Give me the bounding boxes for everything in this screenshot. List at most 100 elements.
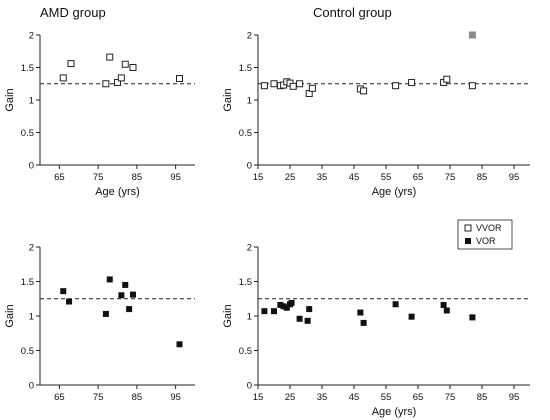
- chart-3-point-10: [357, 309, 364, 316]
- chart-1-point-13: [408, 78, 416, 86]
- amd-vor-panel: 0 0.5 1 1.5 2 65 75 85 95 Gain: [4, 243, 195, 403]
- legend-vor-marker: [465, 238, 471, 244]
- chart-3-x-tick-label-5: 65: [413, 392, 424, 403]
- chart-3-point-15: [443, 307, 450, 314]
- chart-1-point-6: [289, 82, 297, 90]
- chart-1-point-9: [308, 84, 316, 92]
- chart-2-point-2: [102, 310, 109, 317]
- chart-0-y-axis-label: Gain: [4, 88, 16, 111]
- chart-1-y-tick-label-0: 0: [247, 161, 252, 172]
- chart-2-point-1: [66, 298, 73, 305]
- chart-3-point-0: [261, 308, 268, 315]
- control-vvor-panel: 0 0.5 1 1.5 2 15 25 35 45 55 65 75 85 95 Gain Age (yrs): [222, 31, 530, 198]
- chart-2-point-3: [106, 276, 113, 283]
- chart-0-x-tick-label-3: 95: [170, 172, 181, 183]
- chart-2-y-tick-label-2: 1: [29, 312, 34, 323]
- chart-0-point-8: [176, 75, 183, 83]
- chart-1-x-tick-label-7: 85: [477, 172, 488, 183]
- chart-1-point-12: [392, 82, 400, 90]
- chart-2-point-0: [60, 288, 67, 295]
- chart-3-y-tick-label-3: 1.5: [239, 277, 252, 288]
- chart-2-x-tick-label-2: 85: [132, 392, 143, 403]
- chart-0-point-2: [102, 80, 110, 88]
- chart-1-y-tick-label-4: 2: [247, 31, 252, 42]
- chart-3-point-4: [283, 304, 290, 311]
- chart-3-x-tick-label-1: 25: [285, 392, 296, 403]
- chart-2-x-tick-label-0: 65: [54, 392, 65, 403]
- chart-1-point-1: [270, 80, 278, 88]
- chart-1-x-tick-label-0: 15: [253, 172, 264, 183]
- amd-group-title: AMD group: [40, 5, 106, 20]
- chart-0-point-1: [67, 60, 75, 68]
- chart-1-point-11: [360, 87, 368, 95]
- legend-vor-label: VOR: [476, 236, 496, 246]
- chart-1-point-0: [260, 82, 268, 90]
- chart-3-point-16: [469, 314, 476, 321]
- chart-3-x-axis-label: Age (yrs): [372, 406, 417, 418]
- chart-3-point-2: [277, 301, 284, 308]
- chart-3-point-11: [360, 319, 367, 326]
- chart-1-x-tick-label-3: 45: [349, 172, 360, 183]
- chart-0-y-tick-label-4: 2: [29, 31, 34, 42]
- control-vor-panel: 0 0.5 1 1.5 2 15 25 35 45 55 65 75 85 95 Gain Age (yrs): [222, 243, 530, 418]
- chart-0-point-5: [117, 74, 125, 82]
- chart-1-x-tick-label-5: 65: [413, 172, 424, 183]
- chart-2-y-tick-label-1: 0.5: [21, 346, 34, 357]
- legend-vvor-label: VVOR: [476, 223, 502, 233]
- chart-2-point-8: [176, 341, 183, 348]
- legend-vvor-marker: [464, 224, 472, 232]
- chart-1-y-tick-label-3: 1.5: [239, 63, 252, 74]
- chart-0-point-4: [114, 78, 121, 86]
- chart-3-point-13: [408, 313, 415, 320]
- chart-1-x-tick-label-8: 95: [509, 172, 520, 183]
- chart-1-x-axis-label: Age (yrs): [372, 186, 417, 198]
- chart-3-point-14: [440, 301, 447, 308]
- chart-3-y-axis-label: Gain: [222, 304, 234, 327]
- chart-3-x-tick-label-0: 15: [253, 392, 264, 403]
- chart-3-x-tick-label-6: 75: [445, 392, 456, 403]
- chart-1-point-16: [468, 82, 476, 90]
- chart-1-y-tick-label-2: 1: [247, 96, 252, 107]
- chart-3-point-1: [271, 308, 277, 315]
- chart-3-point-12: [392, 301, 399, 308]
- chart-0-point-3: [106, 53, 114, 61]
- chart-3-point-7: [296, 315, 303, 322]
- chart-1-x-tick-label-4: 55: [381, 172, 392, 183]
- chart-1-x-tick-label-1: 25: [285, 172, 296, 183]
- chart-2-x-tick-label-3: 95: [170, 392, 181, 403]
- chart-2-y-axis-label: Gain: [4, 304, 16, 327]
- chart-2-point-5: [122, 281, 129, 288]
- chart-0-y-tick-label-3: 1.5: [21, 63, 34, 74]
- chart-2-point-4: [118, 292, 125, 299]
- chart-0-y-tick-label-1: 0.5: [21, 128, 34, 139]
- chart-3-point-6: [288, 299, 295, 306]
- chart-2-y-tick-label-4: 2: [29, 243, 34, 254]
- chart-0-point-6: [121, 60, 129, 68]
- chart-1-x-tick-label-6: 75: [445, 172, 456, 183]
- chart-0-point-0: [59, 74, 67, 82]
- chart-3-x-tick-label-4: 55: [381, 392, 392, 403]
- chart-1-y-axis-label: Gain: [222, 88, 234, 111]
- chart-2-point-7: [130, 291, 136, 298]
- control-group-title: Control group: [313, 5, 392, 20]
- chart-3-y-tick-label-2: 1: [247, 312, 252, 323]
- chart-3-point-3: [280, 303, 287, 310]
- chart-0-x-tick-label-0: 65: [54, 172, 65, 183]
- chart-3-y-tick-label-1: 0.5: [239, 346, 252, 357]
- chart-3-x-tick-label-8: 95: [509, 392, 520, 403]
- chart-3-y-tick-label-4: 2: [247, 243, 252, 254]
- legend: VVOR VOR: [457, 219, 513, 250]
- amd-vvor-panel: 0 0.5 1 1.5 2 65 75 85 95 Gain Age (yrs): [4, 31, 195, 198]
- chart-0-x-tick-label-1: 75: [93, 172, 104, 183]
- chart-3-point-8: [304, 317, 311, 324]
- chart-3-x-tick-label-2: 35: [317, 392, 328, 403]
- chart-1-x-tick-label-2: 35: [317, 172, 328, 183]
- chart-0-point-7: [129, 64, 137, 71]
- chart-1-outlier-point-0: [468, 31, 476, 39]
- chart-0-x-tick-label-2: 85: [132, 172, 143, 183]
- chart-3-point-9: [306, 306, 313, 313]
- chart-2-point-6: [126, 306, 133, 313]
- chart-2-y-tick-label-3: 1.5: [21, 277, 34, 288]
- chart-2-y-tick-label-0: 0: [29, 381, 34, 392]
